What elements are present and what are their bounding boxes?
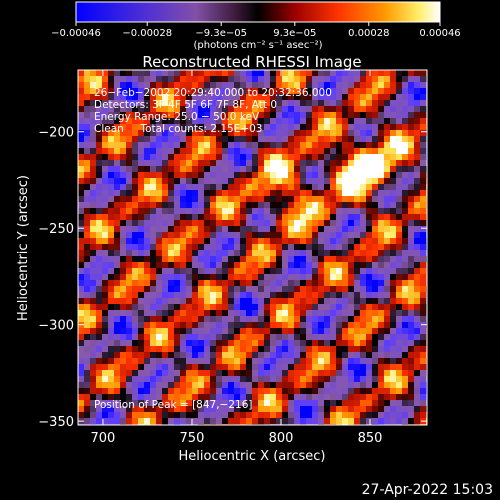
y-tick-label: −250 [38, 222, 74, 237]
colorbar-units-label: (photons cm⁻² s⁻¹ asec⁻²) [193, 40, 322, 51]
x-tick-label: 700 [91, 431, 116, 446]
chart-title: Reconstructed RHESSI Image [142, 53, 361, 71]
annotation-peak-position: Position of Peak = [847,−216] [94, 399, 253, 411]
y-axis: −350 −300 −250 −200 [38, 126, 427, 430]
colorbar-tick-label: 0.00028 [348, 28, 389, 39]
colorbar: −0.00046 −0.00028 −9.3e−05 9.3e−05 0.00028 0.… [51, 1, 461, 51]
annotation-detectors: Detectors: 3F 4F 5F 6F 7F 8F, Att 0 [94, 99, 277, 111]
y-tick-label: −350 [38, 415, 74, 430]
x-axis-label: Heliocentric X (arcsec) [179, 449, 326, 464]
annotation-clean-counts: Clean Total counts: 2.15E+03 [94, 123, 263, 135]
heatmap-image [78, 70, 427, 425]
x-axis: 700 750 800 850 [91, 70, 383, 446]
plot-frame [77, 69, 428, 426]
colorbar-tick-label: 9.3e−05 [273, 28, 316, 39]
x-tick-label: 750 [180, 431, 205, 446]
colorbar-tick-label: −9.3e−05 [195, 28, 247, 39]
x-tick-label: 850 [358, 431, 383, 446]
annotation-energy-range: Energy Range: 25.0 − 50.0 keV [94, 111, 260, 123]
x-tick-label: 800 [269, 431, 294, 446]
colorbar-tick-label: −0.00028 [122, 28, 172, 39]
colorbar-gradient [75, 1, 441, 23]
colorbar-ticks: −0.00046 −0.00028 −9.3e−05 9.3e−05 0.00028 0.… [51, 22, 461, 39]
y-axis-label: Heliocentric Y (arcsec) [16, 175, 31, 321]
colorbar-tick-label: −0.00046 [51, 28, 101, 39]
footer-timestamp: 27-Apr-2022 15:03 [362, 482, 493, 498]
annotation-time-range: 26−Feb−2002 20:29:40.000 to 20:32:36.000 [94, 87, 332, 99]
colorbar-tick-label: 0.00046 [419, 28, 460, 39]
annotation-block: 26−Feb−2002 20:29:40.000 to 20:32:36.000… [94, 87, 332, 411]
y-tick-label: −300 [38, 319, 74, 334]
y-tick-label: −200 [38, 126, 74, 141]
